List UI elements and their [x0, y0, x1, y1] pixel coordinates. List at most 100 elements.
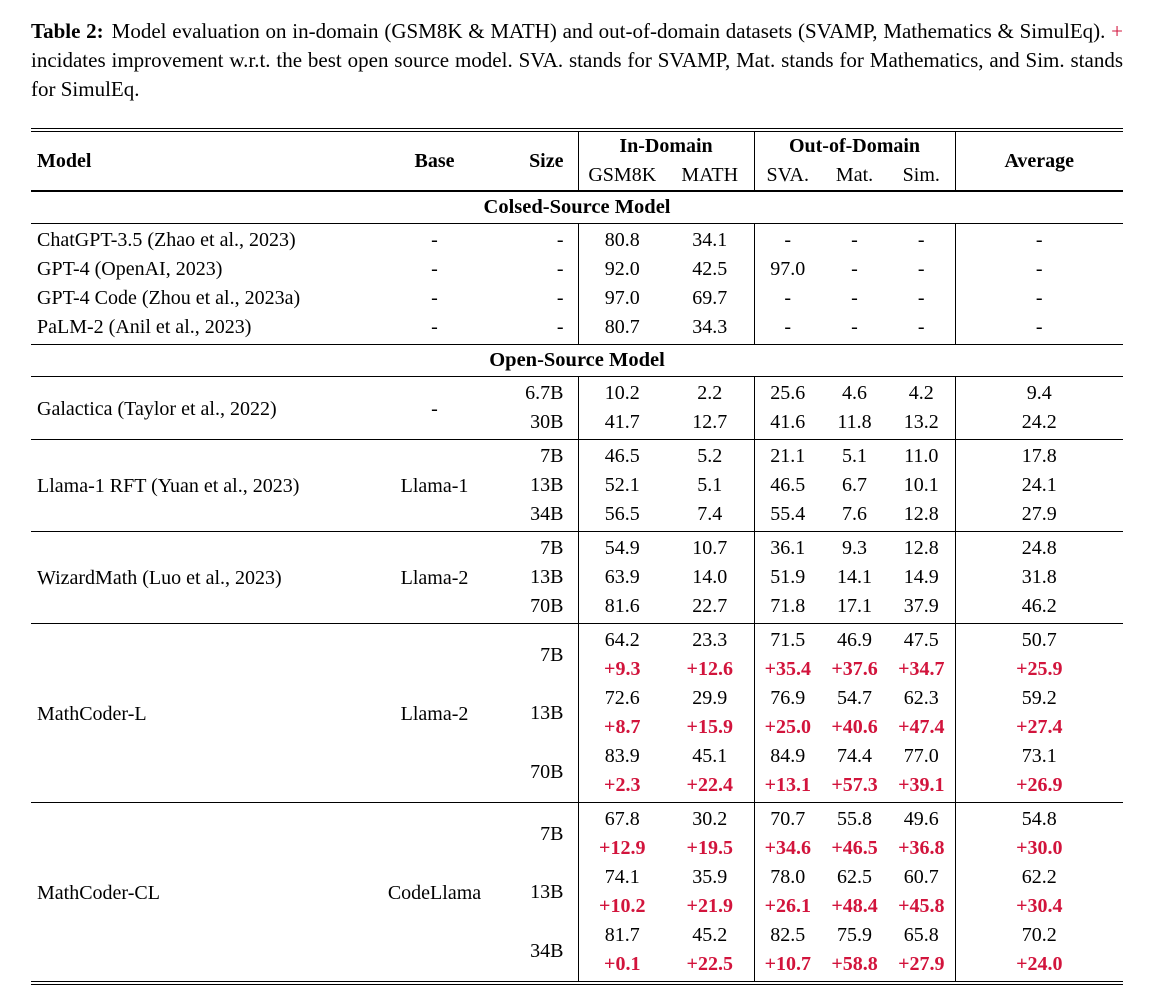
- value-cell: 24.1: [954, 471, 1124, 500]
- value-cell: 64.2: [577, 623, 666, 655]
- value-cell: 78.0: [753, 863, 822, 892]
- table-row: 70B 83.9 45.1 84.9 74.4 77.0 73.1: [31, 742, 1124, 783]
- base-cell: -: [431, 258, 438, 280]
- value-cell: -: [954, 223, 1124, 255]
- value-cell: 81.6: [577, 592, 666, 624]
- table-row: GPT-4 Code (Zhou et al., 2023a) - -97.0 69.…: [31, 284, 1124, 313]
- size-cell: 30B: [530, 411, 564, 433]
- value-cell: 80.7: [577, 313, 666, 345]
- results-table: Model Base Size In-Domain Out-of-Domain …: [31, 128, 1124, 985]
- header-in-domain: In-Domain: [577, 130, 755, 161]
- model-block: Galactica (Taylor et al., 2022) - 6.7B 10.2…: [31, 376, 1124, 440]
- value-cell: 46.5: [577, 439, 666, 471]
- table-row: MathCoder-CL CodeLlama 7B 67.8 30.2 70.7 55.8 4…: [31, 802, 1124, 904]
- value-cell: 25.6: [753, 376, 822, 408]
- header-gsm8k: GSM8K: [577, 161, 666, 191]
- base-cell: -: [431, 229, 438, 251]
- table-caption: Table 2: Model evaluation on in-domain (G…: [31, 17, 1123, 104]
- table-row: Galactica (Taylor et al., 2022) - 6.7B 10.2…: [31, 376, 1124, 420]
- value-cell: 71.8: [753, 592, 822, 624]
- size-cell: 7B: [540, 643, 564, 666]
- value-cell: -: [851, 229, 858, 251]
- section-title-row: Colsed-Source Model: [31, 191, 1124, 224]
- header-group-row: Model Base Size In-Domain Out-of-Domain …: [31, 130, 1124, 191]
- size-cell: -: [556, 287, 564, 309]
- caption-text-after-plus: incidates improvement w.r.t. the best op…: [31, 48, 1123, 101]
- model-name-cell: MathCoder-L: [37, 702, 147, 725]
- value-cell: 41.6: [753, 408, 822, 440]
- value-cell: 14.1: [837, 566, 873, 588]
- delta-cell: +45.8: [898, 895, 945, 917]
- size-cell: 70B: [530, 595, 564, 617]
- table-row-delta: +9.3 +12.6 +35.4 +37.6 +34.7 +25.9: [31, 655, 1124, 684]
- value-cell: -: [954, 284, 1124, 313]
- size-cell: 34B: [530, 939, 564, 962]
- value-cell: 24.8: [954, 531, 1124, 563]
- value-cell: 56.5: [577, 500, 666, 532]
- value-cell: -: [917, 316, 925, 338]
- value-cell: -: [753, 313, 822, 345]
- value-cell: 4.6: [842, 382, 868, 404]
- base-cell: Llama-2: [400, 702, 469, 725]
- value-cell: 29.9: [692, 687, 728, 709]
- model-name-cell: PaLM-2 (Anil et al., 2023): [37, 316, 252, 338]
- delta-cell: +25.0: [753, 713, 822, 742]
- header-sim: Sim.: [902, 164, 940, 186]
- size-cell: 6.7B: [525, 382, 564, 404]
- size-cell: 13B: [530, 474, 564, 496]
- delta-cell: +22.4: [686, 774, 733, 796]
- delta-cell: +10.2: [577, 892, 666, 921]
- value-cell: 9.4: [954, 376, 1124, 408]
- model-name-cell: Galactica (Taylor et al., 2022): [37, 397, 277, 420]
- value-cell: 22.7: [692, 595, 728, 617]
- size-cell: 13B: [530, 701, 564, 724]
- value-cell: 74.1: [577, 863, 666, 892]
- table-row: 34B 81.7 45.2 82.5 75.9 65.8 70.2: [31, 921, 1124, 962]
- section-title: Colsed-Source Model: [483, 196, 671, 218]
- delta-cell: +15.9: [686, 716, 733, 738]
- size-cell: 34B: [530, 503, 564, 525]
- delta-cell: +21.9: [686, 895, 733, 917]
- model-name-cell: GPT-4 Code (Zhou et al., 2023a): [37, 287, 301, 309]
- value-cell: 17.1: [837, 595, 873, 617]
- value-cell: 5.2: [697, 445, 723, 467]
- delta-cell: +48.4: [831, 895, 878, 917]
- model-name-cell: MathCoder-CL: [37, 881, 160, 904]
- value-cell: 37.9: [903, 595, 939, 617]
- table-row-delta: +12.9 +19.5 +34.6 +46.5 +36.8 +30.0: [31, 834, 1124, 863]
- header-math: MATH: [681, 164, 739, 186]
- value-cell: 27.9: [954, 500, 1124, 532]
- value-cell: 34.3: [692, 316, 728, 338]
- delta-cell: +27.9: [898, 953, 945, 975]
- value-cell: 14.9: [903, 566, 939, 588]
- value-cell: -: [851, 316, 858, 338]
- value-cell: 69.7: [692, 287, 728, 309]
- table-row-delta: +10.2 +21.9 +26.1 +48.4 +45.8 +30.4: [31, 892, 1124, 921]
- delta-cell: +22.5: [686, 953, 733, 975]
- value-cell: 65.8: [903, 924, 939, 946]
- model-name-cell: WizardMath (Luo et al., 2023): [37, 567, 282, 589]
- value-cell: 82.5: [753, 921, 822, 950]
- delta-cell: +0.1: [577, 950, 666, 983]
- delta-cell: +36.8: [898, 837, 945, 859]
- size-cell: 7B: [540, 822, 564, 845]
- delta-cell: +24.0: [954, 950, 1124, 983]
- base-cell: Llama-2: [400, 567, 469, 589]
- header-base: Base: [414, 149, 455, 172]
- value-cell: 2.2: [697, 382, 723, 404]
- value-cell: 54.8: [954, 802, 1124, 834]
- delta-cell: +27.4: [954, 713, 1124, 742]
- table-row: 30B 41.7 12.7 41.6 11.8 13.2 24.2: [31, 408, 1124, 440]
- value-cell: 60.7: [903, 866, 939, 888]
- delta-cell: +46.5: [831, 837, 878, 859]
- delta-cell: +10.7: [753, 950, 822, 983]
- value-cell: 13.2: [903, 411, 939, 433]
- value-cell: 59.2: [954, 684, 1124, 713]
- value-cell: -: [851, 258, 858, 280]
- size-cell: 70B: [530, 760, 564, 783]
- delta-cell: +12.6: [686, 658, 733, 680]
- value-cell: 11.0: [904, 445, 939, 467]
- delta-cell: +13.1: [753, 771, 822, 803]
- header-mat: Mat.: [835, 164, 874, 186]
